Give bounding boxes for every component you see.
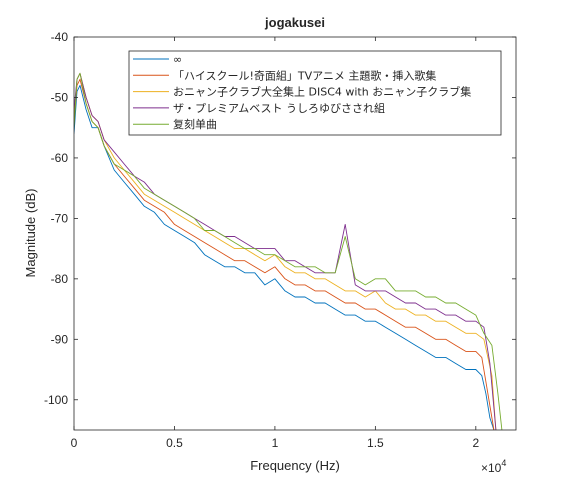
legend-label-4: ザ・プレミアムベスト うしろゆびさされ組 [173, 102, 385, 115]
series-line-2 [74, 78, 495, 430]
legend-label-2: 「ハイスクール!奇面組」TVアニメ 主題歌・挿入歌集 [173, 68, 436, 82]
y-tick-label: -80 [51, 272, 69, 286]
legend-label-1: ∞ [173, 53, 182, 66]
x-tick-label: 1.5 [367, 436, 384, 450]
legend-items: ∞ 「ハイスクール!奇面組」TVアニメ 主題歌・挿入歌集おニャン子クラブ大全集上 … [133, 53, 471, 131]
y-tick-label: -40 [51, 30, 69, 44]
series-line-4 [74, 72, 497, 430]
y-tick-label: -50 [51, 90, 69, 104]
legend-label-3: おニャン子クラブ大全集上 DISC4 with おニャン子クラブ集 [173, 85, 471, 99]
y-axis: -100 -90 -80 -70 -60 -50 -40 [44, 30, 516, 407]
x-axis: 0 0.5 1 1.5 2 [71, 37, 479, 450]
x-tick-label: 0.5 [166, 436, 183, 450]
series-layer [74, 72, 503, 430]
x-tick-label: 0 [71, 436, 78, 450]
y-tick-label: -60 [51, 151, 69, 165]
x-axis-exponent-base: ×10 [481, 461, 502, 475]
legend: ∞ 「ハイスクール!奇面組」TVアニメ 主題歌・挿入歌集おニャン子クラブ大全集上 … [128, 50, 502, 136]
x-axis-exponent-power: 4 [501, 458, 506, 468]
legend-box [128, 50, 502, 136]
x-tick-label: 2 [472, 436, 479, 450]
x-axis-exponent: ×104 [481, 458, 506, 475]
y-tick-label: -70 [51, 211, 69, 225]
series-line-5 [74, 72, 503, 430]
plot-area-frame [73, 36, 517, 431]
chart-title: jogakusei [264, 15, 325, 30]
x-axis-label: Frequency (Hz) [250, 458, 340, 473]
x-tick-label: 1 [272, 436, 279, 450]
series-line-1 [74, 84, 495, 430]
y-tick-label: -90 [51, 332, 69, 346]
y-axis-label: Magnitude (dB) [23, 189, 38, 278]
y-tick-label: -100 [44, 393, 68, 407]
legend-label-5: 复刻单曲 [173, 117, 217, 131]
